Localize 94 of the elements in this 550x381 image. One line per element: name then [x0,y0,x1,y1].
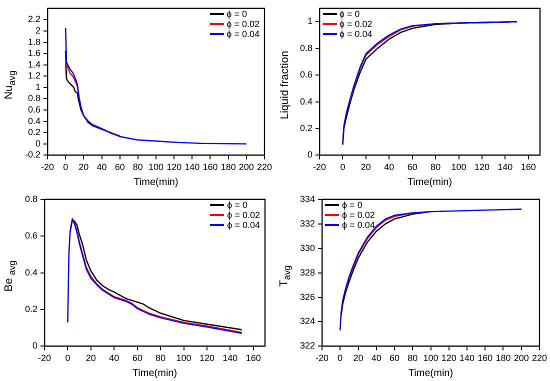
x-tick-label: -20 [38,352,52,363]
y-axis-title: Liquid fraction [279,50,291,120]
legend-label: ϕ = 0.02 [226,19,260,30]
y-tick-label: 0.2 [300,122,313,133]
x-axis-title: Time(min) [132,367,178,378]
x-tick-label: 80 [430,162,441,172]
x-tick-label: 220 [256,162,272,172]
y-tick-label: 0 [32,340,38,350]
x-tick-label: 60 [132,352,142,363]
legend-label: ϕ = 0.04 [226,29,260,40]
x-tick-label: 120 [474,162,490,172]
x-tick-label: 120 [166,162,182,172]
x-tick-label: -20 [41,162,54,172]
x-tick-label: 100 [451,162,466,172]
legend-label: ϕ = 0.04 [227,220,260,230]
x-tick-label: 20 [78,162,89,172]
y-tick-label: 330 [300,242,316,252]
x-tick-label: 140 [222,352,238,363]
x-tick-label: -20 [313,162,326,172]
y-tick-label: 2 [35,25,41,36]
y-tick-label: 1.6 [28,48,41,58]
x-tick-label: 40 [371,352,382,363]
x-tick-label: 200 [514,352,529,363]
x-tick-label: 60 [114,162,125,172]
y-tick-label: 334 [300,193,316,204]
y-tick-label: 0.4 [300,96,313,106]
x-tick-label: 120 [199,352,214,363]
y-tick-label: 0.8 [28,93,41,104]
legend-label: ϕ = 0.02 [340,19,372,30]
legend-label: ϕ = 0.04 [342,220,375,230]
x-tick-label: 80 [408,352,418,363]
y-tick-label: 0.2 [24,303,38,314]
x-tick-label: 180 [220,162,236,172]
x-tick-label: 160 [478,352,493,363]
legend-label: ϕ = 0 [342,200,362,210]
x-tick-label: 80 [132,162,143,172]
x-tick-label: 20 [360,162,371,172]
legend-label: ϕ = 0.02 [342,210,375,220]
x-tick-label: 40 [384,162,394,172]
legend-label: ϕ = 0.02 [227,210,260,220]
y-tick-label: 1 [35,82,41,92]
y-tick-label: 322 [300,340,316,350]
x-tick-label: 0 [65,352,70,363]
x-tick-label: 40 [109,352,120,363]
y-tick-label: 2.2 [28,14,41,24]
x-tick-label: 160 [202,162,218,172]
x-tick-label: 120 [441,352,456,363]
x-tick-label: 0 [63,162,68,172]
x-tick-label: 60 [390,352,400,363]
y-tick-label: 0 [35,138,41,148]
x-tick-label: 200 [238,162,254,172]
x-tick-label: 100 [148,162,164,172]
y-tick-label: 328 [300,266,316,277]
x-tick-label: 60 [407,162,418,172]
y-tick-label: 0.6 [300,70,313,80]
y-tick-label: 0.8 [24,193,38,204]
x-tick-label: 180 [496,352,511,363]
y-tick-label: 324 [300,316,316,326]
x-tick-label: 160 [246,352,261,363]
x-tick-label: 100 [176,352,192,363]
y-tick-label: 0 [307,150,313,160]
y-tick-label: 0.6 [28,104,41,115]
x-axis-title: Time(min) [134,176,178,188]
legend-label: ϕ = 0 [226,9,247,20]
x-tick-label: 160 [520,162,536,172]
y-tick-label: 0.4 [24,266,38,277]
y-tick-label: 1.4 [28,59,41,70]
x-tick-label: 0 [338,352,343,363]
x-tick-label: 40 [96,162,107,172]
x-tick-label: 20 [353,352,364,363]
x-tick-label: 0 [340,162,346,172]
x-tick-label: 140 [498,162,513,172]
y-tick-label: 326 [300,291,316,302]
y-tick-label: 0.4 [28,116,41,126]
y-tick-label: 0.6 [24,230,38,240]
y-tick-label: 1.8 [28,36,41,47]
x-axis-title: Time(min) [408,367,454,378]
x-tick-label: 140 [184,162,200,172]
x-tick-label: 220 [532,352,548,363]
x-tick-label: 80 [156,352,166,363]
legend-label: ϕ = 0.04 [340,29,372,40]
y-tick-label: 0.2 [28,127,41,138]
x-tick-label: 20 [86,352,96,363]
y-tick-label: 0.8 [300,42,313,53]
y-tick-label: 1 [307,16,313,26]
y-tick-label: 1.2 [28,70,41,81]
x-tick-label: 140 [459,352,475,363]
legend-label: ϕ = 0 [340,9,360,20]
x-axis-title: Time(min) [407,176,452,188]
y-tick-label: -0.2 [24,150,41,160]
legend-label: ϕ = 0 [227,200,248,210]
x-tick-label: -20 [316,352,329,363]
y-tick-label: 332 [300,218,316,228]
x-tick-label: 100 [423,352,438,363]
